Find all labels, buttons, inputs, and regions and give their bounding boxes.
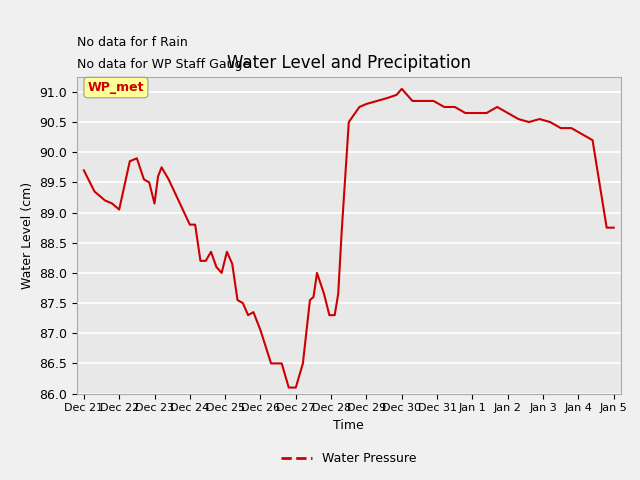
Text: No data for f Rain: No data for f Rain — [77, 36, 188, 48]
Text: No data for WP Staff Gauge: No data for WP Staff Gauge — [77, 58, 250, 71]
Y-axis label: Water Level (cm): Water Level (cm) — [20, 181, 33, 289]
Legend: Water Pressure: Water Pressure — [276, 447, 422, 470]
X-axis label: Time: Time — [333, 419, 364, 432]
Text: WP_met: WP_met — [88, 81, 144, 94]
Title: Water Level and Precipitation: Water Level and Precipitation — [227, 54, 471, 72]
